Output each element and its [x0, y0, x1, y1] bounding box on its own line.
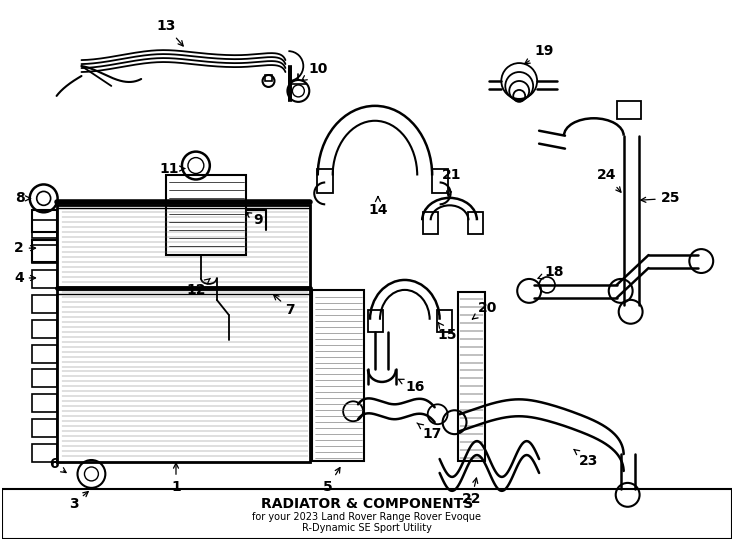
Bar — [32, 444, 57, 462]
Bar — [368, 310, 383, 332]
Text: for your 2023 Land Rover Range Rover Evoque: for your 2023 Land Rover Range Rover Evo… — [252, 512, 482, 522]
Bar — [32, 210, 57, 232]
Text: 10: 10 — [302, 62, 328, 80]
Text: 6: 6 — [48, 457, 66, 472]
Text: R-Dynamic SE Sport Utility: R-Dynamic SE Sport Utility — [302, 523, 432, 532]
Text: 15: 15 — [438, 322, 457, 342]
Text: 22: 22 — [462, 478, 482, 506]
Text: 5: 5 — [323, 468, 340, 494]
Bar — [32, 369, 57, 387]
Text: 21: 21 — [442, 168, 461, 196]
Text: 18: 18 — [538, 265, 564, 279]
Bar — [437, 310, 451, 332]
Bar — [423, 212, 437, 234]
Text: 2: 2 — [14, 241, 35, 255]
Bar — [32, 245, 57, 263]
Bar — [32, 394, 57, 412]
Text: 3: 3 — [69, 491, 88, 511]
Bar — [2, 489, 732, 538]
Text: 12: 12 — [186, 278, 211, 297]
Bar — [264, 75, 272, 81]
Text: RADIATOR & COMPONENTS: RADIATOR & COMPONENTS — [261, 497, 473, 511]
Text: 13: 13 — [156, 19, 184, 46]
Bar — [32, 220, 57, 238]
Text: 23: 23 — [574, 449, 598, 468]
Bar — [617, 101, 641, 119]
Bar — [32, 419, 57, 437]
Bar — [32, 240, 57, 262]
Bar — [468, 212, 484, 234]
Bar — [57, 205, 310, 462]
Bar — [32, 320, 57, 338]
Text: 20: 20 — [473, 301, 497, 319]
Text: 17: 17 — [417, 423, 441, 441]
Text: 9: 9 — [246, 213, 264, 227]
Text: 25: 25 — [641, 191, 680, 205]
Text: 24: 24 — [597, 168, 621, 192]
Bar — [166, 176, 246, 255]
Bar — [32, 270, 57, 288]
Bar — [312, 290, 364, 461]
Text: 11: 11 — [159, 161, 185, 176]
Text: 16: 16 — [399, 379, 424, 394]
Bar — [432, 168, 448, 193]
Text: 4: 4 — [14, 271, 35, 285]
Bar — [32, 295, 57, 313]
Text: 14: 14 — [368, 197, 388, 217]
Text: 19: 19 — [525, 44, 553, 64]
Bar — [317, 168, 333, 193]
Bar — [457, 292, 485, 461]
Bar — [32, 345, 57, 362]
Text: 7: 7 — [274, 295, 295, 317]
Text: 8: 8 — [15, 191, 31, 205]
Text: 1: 1 — [171, 463, 181, 494]
